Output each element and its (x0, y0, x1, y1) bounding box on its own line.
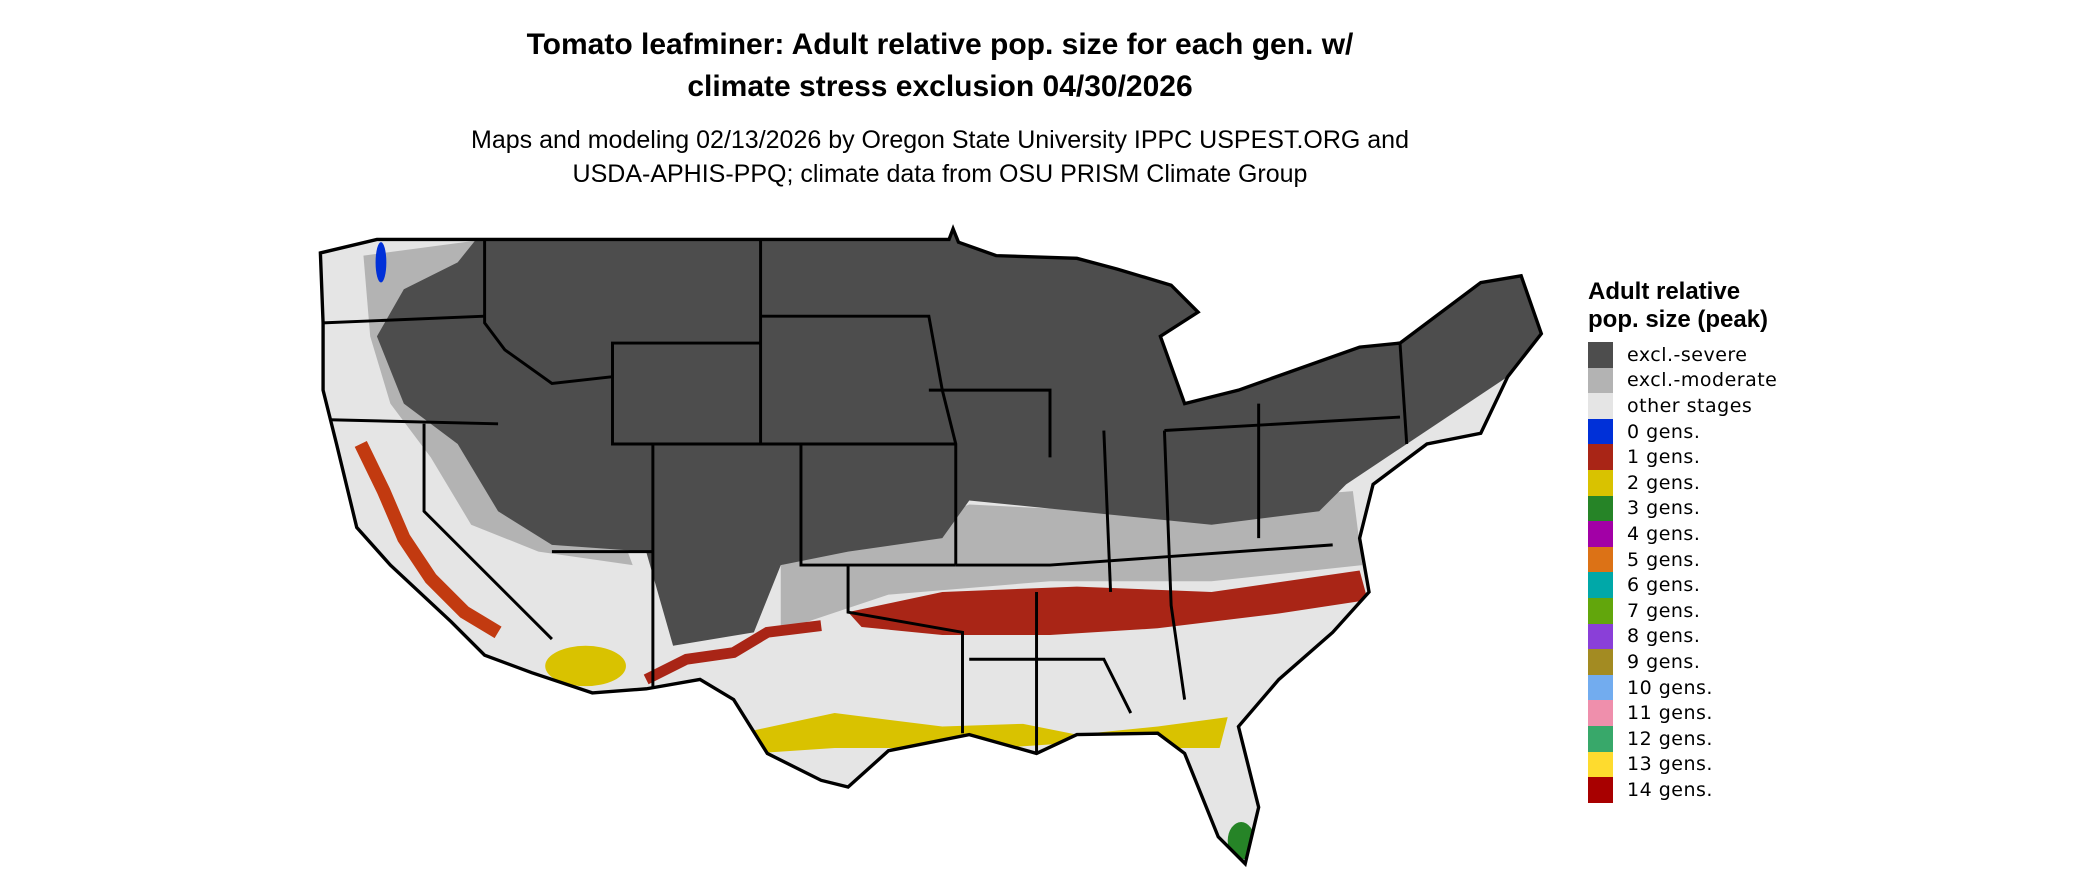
legend: Adult relative pop. size (peak) excl.-se… (1588, 278, 1788, 803)
legend-swatch (1588, 725, 1613, 752)
gen1-southwest-band (643, 620, 822, 685)
legend-swatch (1588, 751, 1613, 778)
legend-swatch (1588, 623, 1613, 650)
legend-swatch (1588, 444, 1613, 470)
legend-label: 13 gens. (1627, 753, 1713, 776)
subtitle-line1: Maps and modeling 02/13/2026 by Oregon S… (471, 126, 1409, 154)
legend-item: other stages (1588, 393, 1788, 419)
legend-swatch (1588, 649, 1613, 675)
legend-item: 10 gens. (1588, 674, 1788, 701)
legend-item: 9 gens. (1588, 649, 1788, 675)
legend-label: 8 gens. (1627, 625, 1701, 648)
legend-label: 14 gens. (1627, 778, 1713, 801)
legend-item: 13 gens. (1588, 751, 1788, 778)
gen3-texas-tip (866, 827, 900, 847)
legend-label: 9 gens. (1627, 650, 1701, 673)
legend-swatch (1588, 546, 1613, 573)
legend-swatch (1588, 521, 1613, 547)
legend-item: 8 gens. (1588, 623, 1788, 650)
legend-swatch (1588, 469, 1613, 496)
legend-item: 14 gens. (1588, 777, 1788, 803)
legend-label: 6 gens. (1627, 574, 1701, 597)
legend-swatch (1588, 495, 1613, 522)
legend-label: 11 gens. (1627, 702, 1713, 725)
legend-swatch (1588, 597, 1613, 624)
legend-label: 7 gens. (1627, 599, 1701, 622)
gen1-california-band (354, 441, 502, 639)
legend-label: 5 gens. (1627, 548, 1701, 571)
legend-item: excl.-severe (1588, 342, 1788, 368)
legend-title: Adult relative pop. size (peak) (1588, 278, 1769, 333)
map-title-line1: Tomato leafminer: Adult relative pop. si… (526, 28, 1354, 61)
legend-item: excl.-moderate (1588, 367, 1788, 394)
legend-label: 12 gens. (1627, 727, 1713, 750)
legend-label: 2 gens. (1627, 471, 1701, 494)
gen2-arizona-area (545, 645, 626, 687)
legend-label: 4 gens. (1627, 522, 1701, 545)
legend-label: excl.-moderate (1627, 369, 1778, 392)
legend-swatch (1588, 342, 1613, 368)
legend-swatch (1588, 674, 1613, 701)
gen1-red-band (848, 570, 1368, 636)
legend-item: 2 gens. (1588, 469, 1788, 496)
legend-swatch (1588, 700, 1613, 726)
legend-item: 4 gens. (1588, 521, 1788, 547)
legend-label: 1 gens. (1627, 446, 1701, 469)
legend-swatch (1588, 367, 1613, 394)
legend-swatch (1588, 572, 1613, 598)
legend-swatch (1588, 418, 1613, 445)
state-borders (323, 239, 1409, 754)
legend-swatch (1588, 393, 1613, 419)
legend-item: 6 gens. (1588, 572, 1788, 598)
legend-item: 3 gens. (1588, 495, 1788, 522)
legend-item: 1 gens. (1588, 444, 1788, 470)
legend-item: 7 gens. (1588, 597, 1788, 624)
legend-label: 0 gens. (1627, 420, 1701, 443)
map-title-line2: climate stress exclusion 04/30/2026 (687, 70, 1193, 103)
legend-label: 3 gens. (1627, 497, 1701, 520)
legend-swatch (1588, 777, 1613, 803)
legend-item: 12 gens. (1588, 725, 1788, 752)
legend-label: excl.-severe (1627, 343, 1748, 366)
subtitle-line2: USDA-APHIS-PPQ; climate data from OSU PR… (572, 160, 1308, 188)
legend-item: 5 gens. (1588, 546, 1788, 573)
gen0-washington-spot (375, 242, 387, 283)
legend-label: 10 gens. (1627, 676, 1713, 699)
legend-item: 0 gens. (1588, 418, 1788, 445)
legend-item: 11 gens. (1588, 700, 1788, 726)
us-outline (318, 224, 1544, 868)
legend-label: other stages (1627, 394, 1753, 417)
